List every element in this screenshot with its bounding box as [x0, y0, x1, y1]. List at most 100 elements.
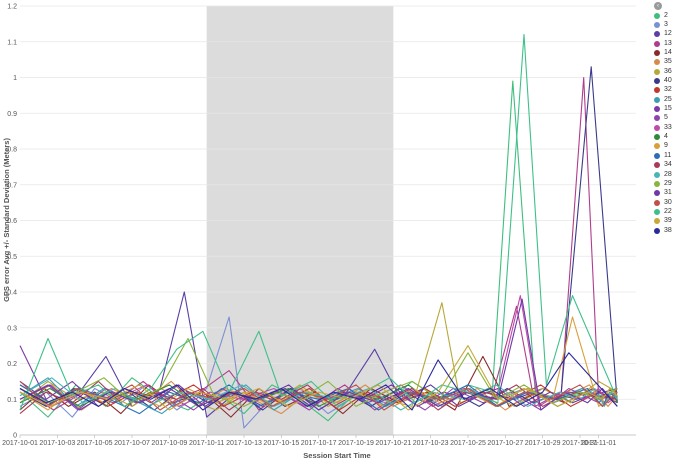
legend-item-28[interactable]: 28	[654, 170, 690, 179]
legend-item-39[interactable]: 39	[654, 217, 690, 226]
legend-label: 31	[664, 189, 672, 197]
x-tick-label: 2017-10-21	[375, 440, 411, 447]
legend-item-38[interactable]: 38	[654, 226, 690, 235]
x-tick-label: 2017-10-19	[338, 440, 374, 447]
legend-item-15[interactable]: 15	[654, 104, 690, 113]
x-tick-label: 2017-10-23	[413, 440, 449, 447]
legend-item-11[interactable]: 11	[654, 151, 690, 160]
series-line-22[interactable]	[19, 34, 618, 411]
y-tick-label: 0.1	[7, 397, 17, 404]
y-axis-title: GPS error Avg +/- Standard Deviation (Me…	[2, 138, 11, 302]
legend-swatch	[654, 12, 660, 19]
legend-swatch	[654, 68, 660, 75]
legend-label: 33	[664, 123, 672, 131]
legend-swatch	[654, 78, 660, 85]
x-tick-label: 2017-10-15	[263, 440, 299, 447]
legend-item-30[interactable]: 30	[654, 198, 690, 207]
legend-item-31[interactable]: 31	[654, 189, 690, 198]
series-line-29[interactable]	[19, 337, 618, 407]
legend-item-32[interactable]: 32	[654, 86, 690, 95]
legend-label: 4	[664, 133, 668, 141]
y-tick-label: 0.2	[7, 361, 17, 368]
x-tick-label: 2017-10-05	[77, 440, 113, 447]
legend-label: 35	[664, 58, 672, 66]
legend-item-22[interactable]: 22	[654, 207, 690, 216]
x-tick-label: 2017-10-11	[189, 440, 224, 447]
y-tick-label: 0.5	[7, 254, 17, 261]
legend-item-36[interactable]: 36	[654, 67, 690, 76]
legend-swatch	[654, 152, 660, 159]
y-tick-label: 0.7	[7, 182, 17, 189]
x-tick-label: 2017-10-29	[525, 440, 561, 447]
y-tick-label: 1.2	[7, 4, 17, 11]
series-line-38[interactable]	[19, 352, 618, 411]
legend-label: 25	[664, 95, 672, 103]
legend-item-12[interactable]: 12	[654, 30, 690, 39]
y-tick-label: 0.8	[7, 147, 17, 154]
x-tick-label: 2017-10-09	[151, 440, 187, 447]
legend-label: 40	[664, 77, 672, 85]
x-tick-label: 2017-10-01	[2, 440, 38, 447]
x-tick-label: 2017-10-25	[450, 440, 486, 447]
legend-item-13[interactable]: 13	[654, 39, 690, 48]
legend-item-2[interactable]: 2	[654, 11, 690, 20]
legend-item-3[interactable]: 3	[654, 20, 690, 29]
x-tick-label: 2017-10-27	[487, 440, 523, 447]
legend-swatch	[654, 96, 660, 103]
y-tick-label: 1.1	[7, 39, 17, 46]
legend-label: 34	[664, 161, 672, 169]
y-tick-label: 0.9	[7, 111, 17, 118]
series-line-39[interactable]	[19, 345, 618, 411]
legend-swatch	[654, 134, 660, 141]
legend-label: 36	[664, 67, 672, 75]
x-tick-label: 2017-10-17	[301, 440, 337, 447]
legend-swatch	[654, 59, 660, 66]
legend-swatch	[654, 227, 660, 234]
legend-label: 32	[664, 86, 672, 94]
legend-item-4[interactable]: 4	[654, 132, 690, 141]
legend-swatch	[654, 115, 660, 122]
x-axis-title: Session Start Time	[303, 451, 370, 460]
legend-item-5[interactable]: 5	[654, 114, 690, 123]
legend-toggle-icon[interactable]: ‹	[654, 2, 662, 10]
legend-swatch	[654, 208, 660, 215]
legend-item-40[interactable]: 40	[654, 76, 690, 85]
legend: ‹ 2 3 12 13 14 35 36 40 32 25 15 5 33 4 9 11 34 28 29 31 30 2…	[654, 2, 690, 235]
legend-swatch	[654, 124, 660, 131]
y-tick-label: 0.3	[7, 325, 17, 332]
legend-label: 11	[664, 151, 672, 159]
legend-item-33[interactable]: 33	[654, 123, 690, 132]
legend-swatch	[654, 162, 660, 169]
series-line-13[interactable]	[19, 76, 618, 411]
x-tick-label: 2017-11-01	[581, 440, 616, 447]
legend-label: 13	[664, 39, 672, 47]
legend-swatch	[654, 106, 660, 113]
legend-label: 29	[664, 179, 672, 187]
legend-swatch	[654, 143, 660, 150]
x-tick-label: 2017-10-13	[226, 440, 262, 447]
legend-label: 9	[664, 142, 668, 150]
legend-label: 39	[664, 217, 672, 225]
legend-label: 12	[664, 30, 672, 38]
series-line-31[interactable]	[19, 298, 618, 411]
legend-label: 28	[664, 170, 672, 178]
series-lines	[19, 34, 618, 429]
legend-item-34[interactable]: 34	[654, 161, 690, 170]
legend-swatch	[654, 171, 660, 178]
legend-swatch	[654, 199, 660, 206]
grid-lines	[20, 5, 636, 436]
x-tick-label: 2017-10-03	[39, 440, 75, 447]
y-tick-label: 0.6	[7, 218, 17, 225]
legend-item-35[interactable]: 35	[654, 58, 690, 67]
legend-item-9[interactable]: 9	[654, 142, 690, 151]
x-tick-label: 2017-10-07	[114, 440, 150, 447]
legend-swatch	[654, 180, 660, 187]
legend-item-29[interactable]: 29	[654, 179, 690, 188]
legend-item-14[interactable]: 14	[654, 48, 690, 57]
y-tick-label: 0	[13, 433, 17, 440]
series-line-2[interactable]	[19, 80, 618, 422]
legend-item-25[interactable]: 25	[654, 95, 690, 104]
legend-swatch	[654, 50, 660, 57]
legend-label: 3	[664, 21, 668, 29]
